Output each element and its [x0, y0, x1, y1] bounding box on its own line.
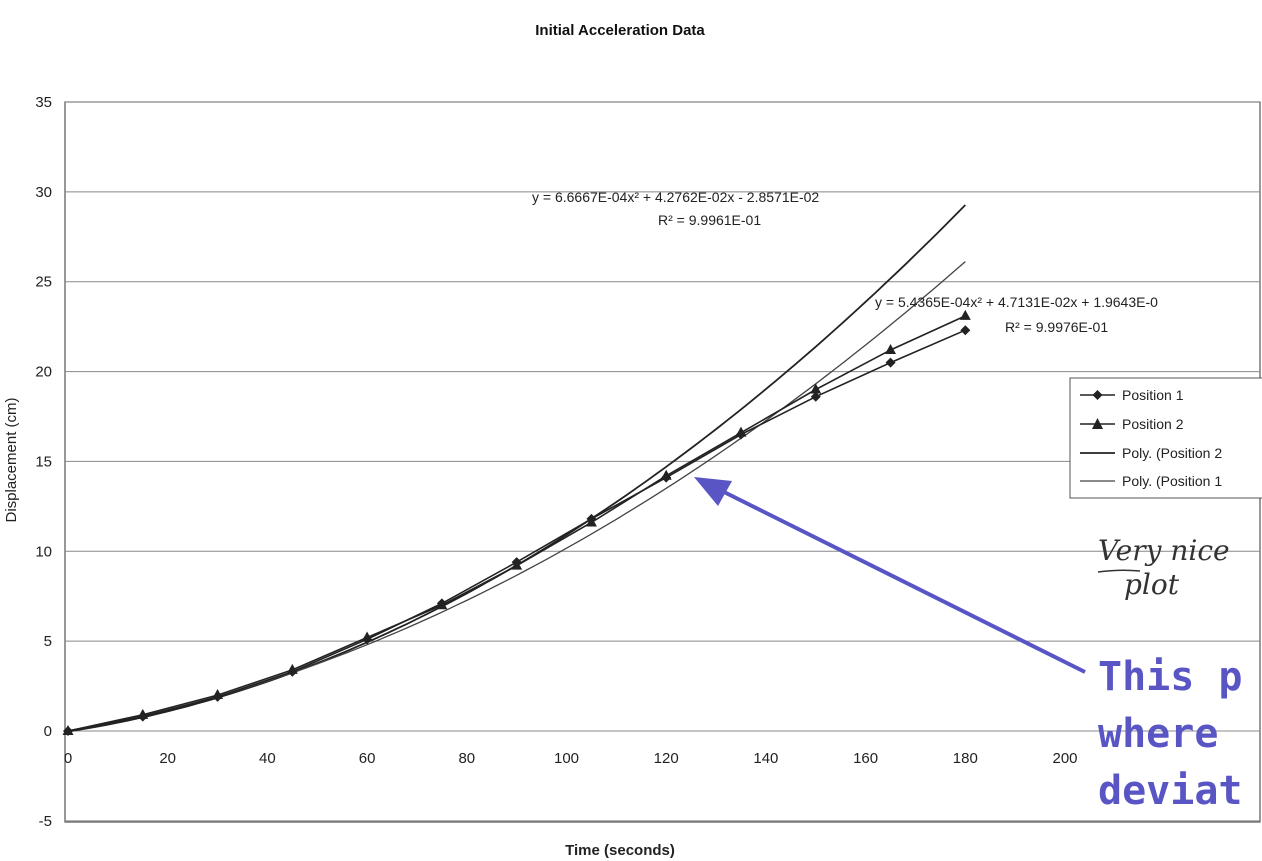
chart-title: Initial Acceleration Data [535, 22, 705, 39]
legend-entry-position-1: Position 1 [1122, 387, 1184, 403]
legend-entry-poly-position-2: Poly. (Position 2 [1122, 445, 1222, 461]
trendline-position-2 [67, 204, 966, 733]
y-tick-label-25: 25 [35, 274, 52, 291]
legend-marker-diamond [1092, 390, 1103, 400]
y-tick-label--5: -5 [39, 813, 52, 830]
y-tick-label-20: 20 [35, 364, 52, 381]
data-point-position-2 [735, 426, 747, 437]
data-point-position-1 [810, 391, 821, 402]
y-axis-label: Displacement (cm) [3, 397, 20, 522]
y-tick-label-10: 10 [35, 543, 52, 560]
data-point-position-2 [959, 309, 971, 320]
legend-box [1069, 377, 1262, 499]
handwritten-note-line-1: Very nice [1098, 534, 1230, 567]
x-tick-label-180: 180 [953, 750, 978, 767]
data-point-position-2 [436, 599, 448, 610]
series-line-2 [67, 315, 966, 732]
callout-text-line-1: This p [1098, 654, 1243, 700]
y-tick-label-0: 0 [44, 723, 52, 740]
handwritten-underline [1097, 569, 1141, 573]
data-point-position-2 [361, 631, 373, 642]
data-point-position-2 [62, 725, 74, 735]
trend-r2-position-2: R² = 9.9961E-01 [658, 212, 761, 228]
legend-entry-poly-position-1: Poly. (Position 1 [1122, 473, 1222, 489]
x-tick-label-80: 80 [458, 750, 475, 767]
legend-entry-position-2: Position 2 [1122, 416, 1184, 432]
trend-r2-position-1: R² = 9.9976E-01 [1005, 319, 1108, 335]
y-tick-label-30: 30 [35, 184, 52, 201]
x-tick-label-140: 140 [753, 750, 778, 767]
x-tick-label-120: 120 [654, 750, 679, 767]
data-point-position-2 [511, 559, 523, 570]
callout-text-line-3: deviat [1098, 768, 1243, 814]
x-axis-label: Time (seconds) [565, 842, 675, 859]
data-series [62, 309, 971, 736]
handwritten-note-line-2: plot [1124, 568, 1180, 601]
x-tick-label-40: 40 [259, 750, 276, 767]
data-point-position-1 [885, 357, 896, 368]
data-point-position-2 [885, 344, 897, 355]
data-point-position-2 [585, 516, 597, 527]
legend-marker-triangle [1092, 418, 1103, 429]
x-tick-label-60: 60 [359, 750, 376, 767]
data-point-position-2 [660, 469, 672, 480]
y-tick-label-35: 35 [35, 94, 52, 111]
data-point-position-2 [286, 663, 298, 674]
trend-equation-position-2: y = 6.6667E-04x² + 4.2762E-02x - 2.8571E… [532, 189, 819, 205]
gridlines [65, 101, 1260, 822]
data-point-position-2 [810, 383, 822, 394]
x-axis-ticks: 0 20 40 60 80 100 120 140 160 180 200 [64, 750, 1078, 767]
data-point-position-2 [137, 708, 149, 719]
data-point-position-2 [212, 689, 224, 700]
y-tick-label-5: 5 [44, 633, 52, 650]
y-tick-label-15: 15 [35, 453, 52, 470]
x-tick-label-200: 200 [1052, 750, 1077, 767]
callout-text-line-2: where [1098, 711, 1218, 757]
trendline-position-1 [67, 261, 966, 732]
x-tick-label-20: 20 [159, 750, 176, 767]
x-tick-label-160: 160 [853, 750, 878, 767]
data-point-position-1 [960, 325, 971, 336]
legend: Position 1 Position 2 Poly. (Position 2 … [1069, 377, 1262, 499]
series-line-1 [67, 329, 966, 732]
trendlines [67, 204, 966, 733]
callout-arrow [694, 477, 1086, 674]
x-tick-label-0: 0 [64, 750, 72, 767]
x-tick-label-100: 100 [554, 750, 579, 767]
trend-equation-position-1: y = 5.4365E-04x² + 4.7131E-02x + 1.9643E… [875, 294, 1158, 310]
y-axis-ticks: -5 0 5 10 15 20 25 30 35 [35, 94, 52, 830]
